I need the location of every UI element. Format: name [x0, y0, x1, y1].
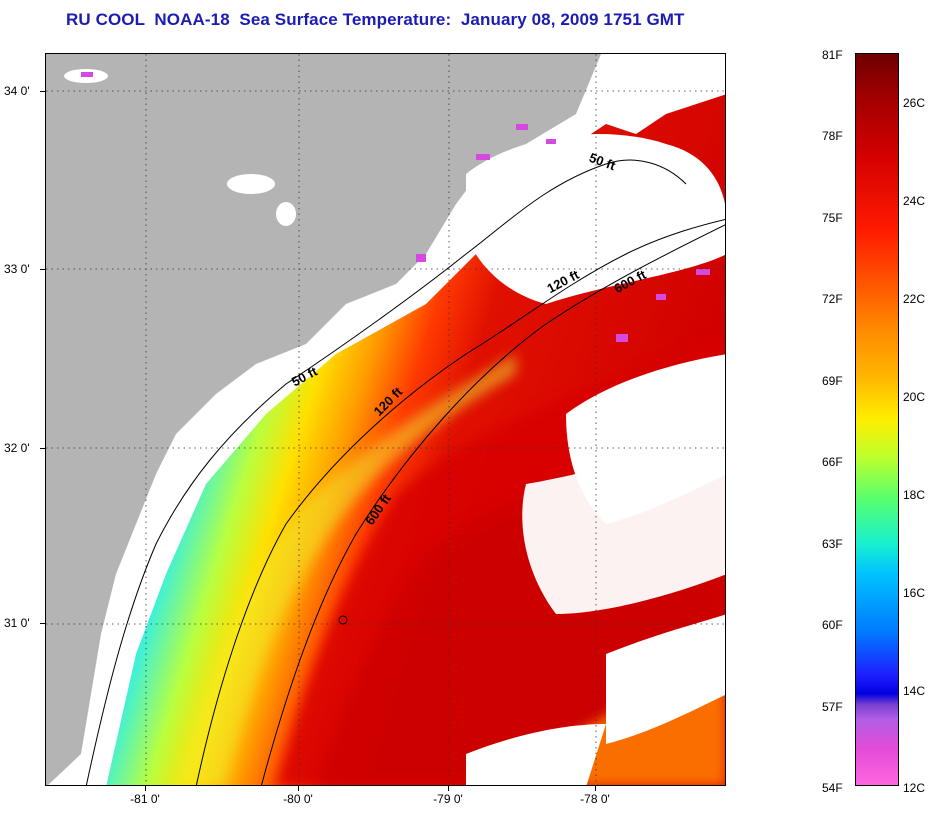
lat-label-31: 31 0': [4, 616, 30, 630]
cb-f-57: 57F: [822, 700, 843, 714]
map-title: RU COOL NOAA-18 Sea Surface Temperature:…: [66, 10, 685, 29]
lon-label-81: -81 0': [130, 792, 160, 806]
sst-map-canvas: [46, 54, 725, 785]
land-mass: [46, 54, 601, 785]
lat-label-33: 33 0': [4, 262, 30, 276]
graticule: [46, 54, 725, 785]
cb-c-24: 24C: [903, 194, 926, 208]
cb-c-22: 22C: [903, 292, 926, 306]
lon-label-80: -80 0': [283, 792, 313, 806]
cb-f-78: 78F: [822, 129, 843, 143]
cb-f-75: 75F: [822, 211, 843, 225]
cb-c-14: 14C: [903, 684, 926, 698]
cold-pixel-noise: [81, 72, 710, 342]
lat-label-34: 34 0': [4, 84, 30, 98]
temperature-colorbar: [855, 53, 899, 786]
cb-f-81: 81F: [822, 48, 843, 62]
cb-f-69: 69F: [822, 374, 843, 388]
cb-c-16: 16C: [903, 586, 926, 600]
cb-f-72: 72F: [822, 292, 843, 306]
cb-c-18: 18C: [903, 488, 926, 502]
cloud-patches: [64, 69, 725, 785]
cb-f-54: 54F: [822, 781, 843, 795]
cb-c-26: 26C: [903, 96, 926, 110]
cb-f-66: 66F: [822, 455, 843, 469]
cb-c-12: 12C: [903, 781, 926, 795]
cb-f-63: 63F: [822, 537, 843, 551]
sst-map: 50 ft 120 ft 600 ft 50 ft 120 ft 600 ft: [45, 53, 726, 786]
cb-c-20: 20C: [903, 390, 926, 404]
lon-label-79: -79 0': [433, 792, 463, 806]
lon-label-78: -78 0': [580, 792, 610, 806]
cb-f-60: 60F: [822, 618, 843, 632]
lat-label-32: 32 0': [4, 441, 30, 455]
depth-contours: [85, 159, 725, 785]
